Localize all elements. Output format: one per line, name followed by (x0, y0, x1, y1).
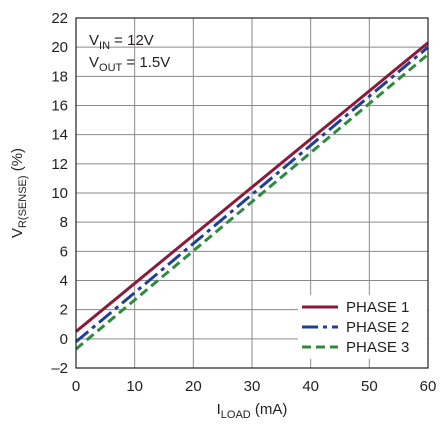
y-tick-label-6: 10 (51, 185, 68, 202)
plot-frame (75, 17, 429, 369)
y-tick-label-2: 2 (60, 302, 68, 319)
y-tick-label-7: 12 (51, 156, 68, 173)
x-axis-label-unit: (mA) (251, 401, 288, 418)
y-axis-label-unit: (%) (9, 148, 26, 176)
x-tick-label-1: 10 (126, 378, 143, 395)
y-axis-label: VR(SENSE) (%) (9, 148, 29, 238)
annotation-2: VOUT = 1.5V (89, 54, 170, 74)
y-tick-label-0: –2 (51, 360, 68, 377)
series-line-phase-3 (75, 53, 429, 351)
legend-label-phase-3: PHASE 3 (346, 339, 409, 356)
y-axis-label-sub: R(SENSE) (17, 175, 29, 228)
x-tick-labels: 0 10 20 30 40 50 60 (72, 378, 437, 395)
x-tick-label-2: 20 (185, 378, 202, 395)
x-axis-label-sub: LOAD (221, 409, 251, 421)
y-tick-label-4: 6 (60, 243, 68, 260)
x-axis-label: ILOAD (mA) (217, 401, 288, 421)
x-tick-label-3: 30 (244, 378, 261, 395)
x-tick-label-4: 40 (302, 378, 319, 395)
y-tick-label-1: 0 (60, 331, 68, 348)
x-tick-label-5: 50 (361, 378, 378, 395)
x-tick-label-0: 0 (72, 378, 80, 395)
y-tick-labels: –2 0 2 4 6 8 10 12 14 16 18 20 22 (51, 10, 68, 377)
y-tick-label-5: 8 (60, 214, 68, 231)
series-line-phase-2 (75, 46, 429, 343)
y-tick-label-10: 18 (51, 68, 68, 85)
y-axis-label-main: V (9, 228, 26, 238)
y-tick-label-8: 14 (51, 127, 68, 144)
legend-label-phase-2: PHASE 2 (346, 319, 409, 336)
y-tick-label-12: 22 (51, 10, 68, 27)
annotation-1: VIN = 12V (89, 32, 154, 52)
y-tick-label-11: 20 (51, 39, 68, 56)
x-axis-label-main: I (217, 401, 221, 418)
y-tick-label-9: 16 (51, 98, 68, 115)
series-lines (75, 41, 429, 351)
x-tick-label-6: 60 (420, 378, 437, 395)
legend: PHASE 1 PHASE 2 PHASE 3 (302, 299, 409, 356)
legend-label-phase-1: PHASE 1 (346, 299, 409, 316)
y-tick-label-3: 4 (60, 273, 68, 290)
series-line-phase-1 (75, 41, 429, 333)
